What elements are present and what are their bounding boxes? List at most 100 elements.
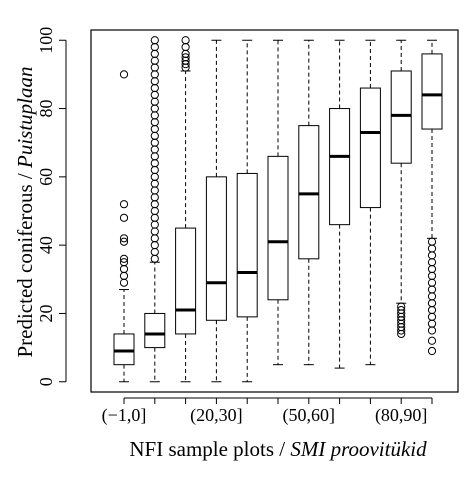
y-tick-label: 40 xyxy=(36,236,56,254)
outlier-point xyxy=(119,278,129,287)
outlier-point xyxy=(150,186,159,195)
outlier-point xyxy=(427,251,437,260)
x-tick-label: (80,90] xyxy=(375,405,428,426)
outlier-point xyxy=(427,319,437,328)
y-tick-label: 100 xyxy=(36,27,56,54)
outlier-point xyxy=(119,237,129,246)
outlier-point xyxy=(150,90,159,99)
outlier-point xyxy=(119,200,129,209)
y-tick-label: 80 xyxy=(36,100,56,118)
box-5 xyxy=(236,39,258,383)
outlier-point xyxy=(119,264,129,274)
outlier-point xyxy=(150,70,159,79)
outlier-point xyxy=(119,271,129,280)
y-axis-title-plain: Predicted coniferous / xyxy=(13,168,37,358)
outlier-point xyxy=(150,193,159,202)
outlier-point xyxy=(181,42,190,52)
x-axis: (−1,0] (20,30] (50,60] (80,90] xyxy=(102,397,433,426)
outlier-point xyxy=(150,220,159,229)
box-6 xyxy=(267,39,289,366)
outlier-point xyxy=(150,206,159,216)
outlier-point xyxy=(427,305,437,315)
x-axis-title: NFI sample plots / SMI proovitükid xyxy=(129,437,427,461)
outlier-point xyxy=(150,213,159,222)
outlier-point xyxy=(181,36,190,45)
outlier-point xyxy=(427,285,437,294)
outlier-point xyxy=(427,346,437,356)
box-iqr xyxy=(113,333,135,366)
outlier-point xyxy=(427,299,437,308)
y-tick-label: 60 xyxy=(36,168,56,186)
outlier-point xyxy=(150,165,159,175)
box-4 xyxy=(205,39,227,383)
box-7 xyxy=(298,39,320,366)
outlier-point xyxy=(150,138,159,147)
outlier-point xyxy=(397,305,406,315)
outlier-point xyxy=(427,244,437,253)
outlier-point xyxy=(119,254,129,263)
y-tick-label: 0 xyxy=(36,377,56,386)
outlier-point xyxy=(150,118,159,127)
x-tick-label: (−1,0] xyxy=(102,405,147,426)
box-iqr xyxy=(390,70,412,164)
outlier-point xyxy=(150,172,159,181)
outlier-point xyxy=(150,42,159,52)
outlier-point xyxy=(150,152,159,161)
box-iqr xyxy=(421,53,443,130)
x-axis-title-plain: NFI sample plots / xyxy=(129,437,290,461)
box-iqr xyxy=(205,176,227,321)
outlier-point xyxy=(150,56,159,65)
outlier-point xyxy=(150,234,159,243)
outlier-point xyxy=(427,326,437,335)
outlier-point xyxy=(427,258,437,267)
box-11 xyxy=(421,39,443,356)
outlier-point xyxy=(150,63,159,72)
outlier-point xyxy=(427,271,437,280)
outlier-point xyxy=(150,49,159,59)
box-10 xyxy=(390,39,412,339)
outlier-point xyxy=(150,159,159,168)
outlier-point xyxy=(150,200,159,209)
outlier-point xyxy=(150,111,159,120)
plot-area xyxy=(90,29,459,393)
outlier-point xyxy=(119,234,129,243)
outlier-point xyxy=(150,104,159,113)
y-axis-title: Predicted coniferous / Puistuplaan xyxy=(13,66,37,357)
plot-frame xyxy=(90,29,459,393)
outlier-point xyxy=(119,70,129,79)
outlier-point xyxy=(150,77,159,86)
outlier-point xyxy=(397,302,406,311)
outlier-point xyxy=(150,241,159,250)
box-9 xyxy=(359,39,381,366)
outlier-point xyxy=(150,145,159,154)
outlier-point xyxy=(150,36,159,45)
outlier-point xyxy=(150,83,159,93)
box-iqr xyxy=(267,155,289,301)
outlier-point xyxy=(427,237,437,246)
box-iqr xyxy=(298,125,320,260)
x-tick-label: (20,30] xyxy=(190,405,243,426)
outlier-point xyxy=(150,124,159,134)
box-iqr xyxy=(144,312,166,349)
outlier-point xyxy=(181,53,190,62)
x-axis-title-italic: SMI proovitükid xyxy=(290,437,427,461)
box-iqr xyxy=(359,87,381,209)
y-axis: 0 20 40 60 80 100 xyxy=(36,27,67,386)
box-3 xyxy=(175,36,197,383)
outlier-point xyxy=(150,97,159,106)
box-iqr xyxy=(236,172,258,318)
outlier-point xyxy=(150,227,159,236)
x-tick-label: (50,60] xyxy=(283,405,336,426)
box-iqr xyxy=(175,227,197,335)
box-8 xyxy=(329,39,351,369)
outlier-point xyxy=(150,131,159,140)
outlier-point xyxy=(119,258,129,267)
outlier-point xyxy=(427,264,437,274)
outlier-point xyxy=(150,254,159,263)
outlier-point xyxy=(427,312,437,321)
outlier-point xyxy=(427,292,437,301)
y-tick-label: 20 xyxy=(36,304,56,322)
outlier-point xyxy=(427,336,437,345)
